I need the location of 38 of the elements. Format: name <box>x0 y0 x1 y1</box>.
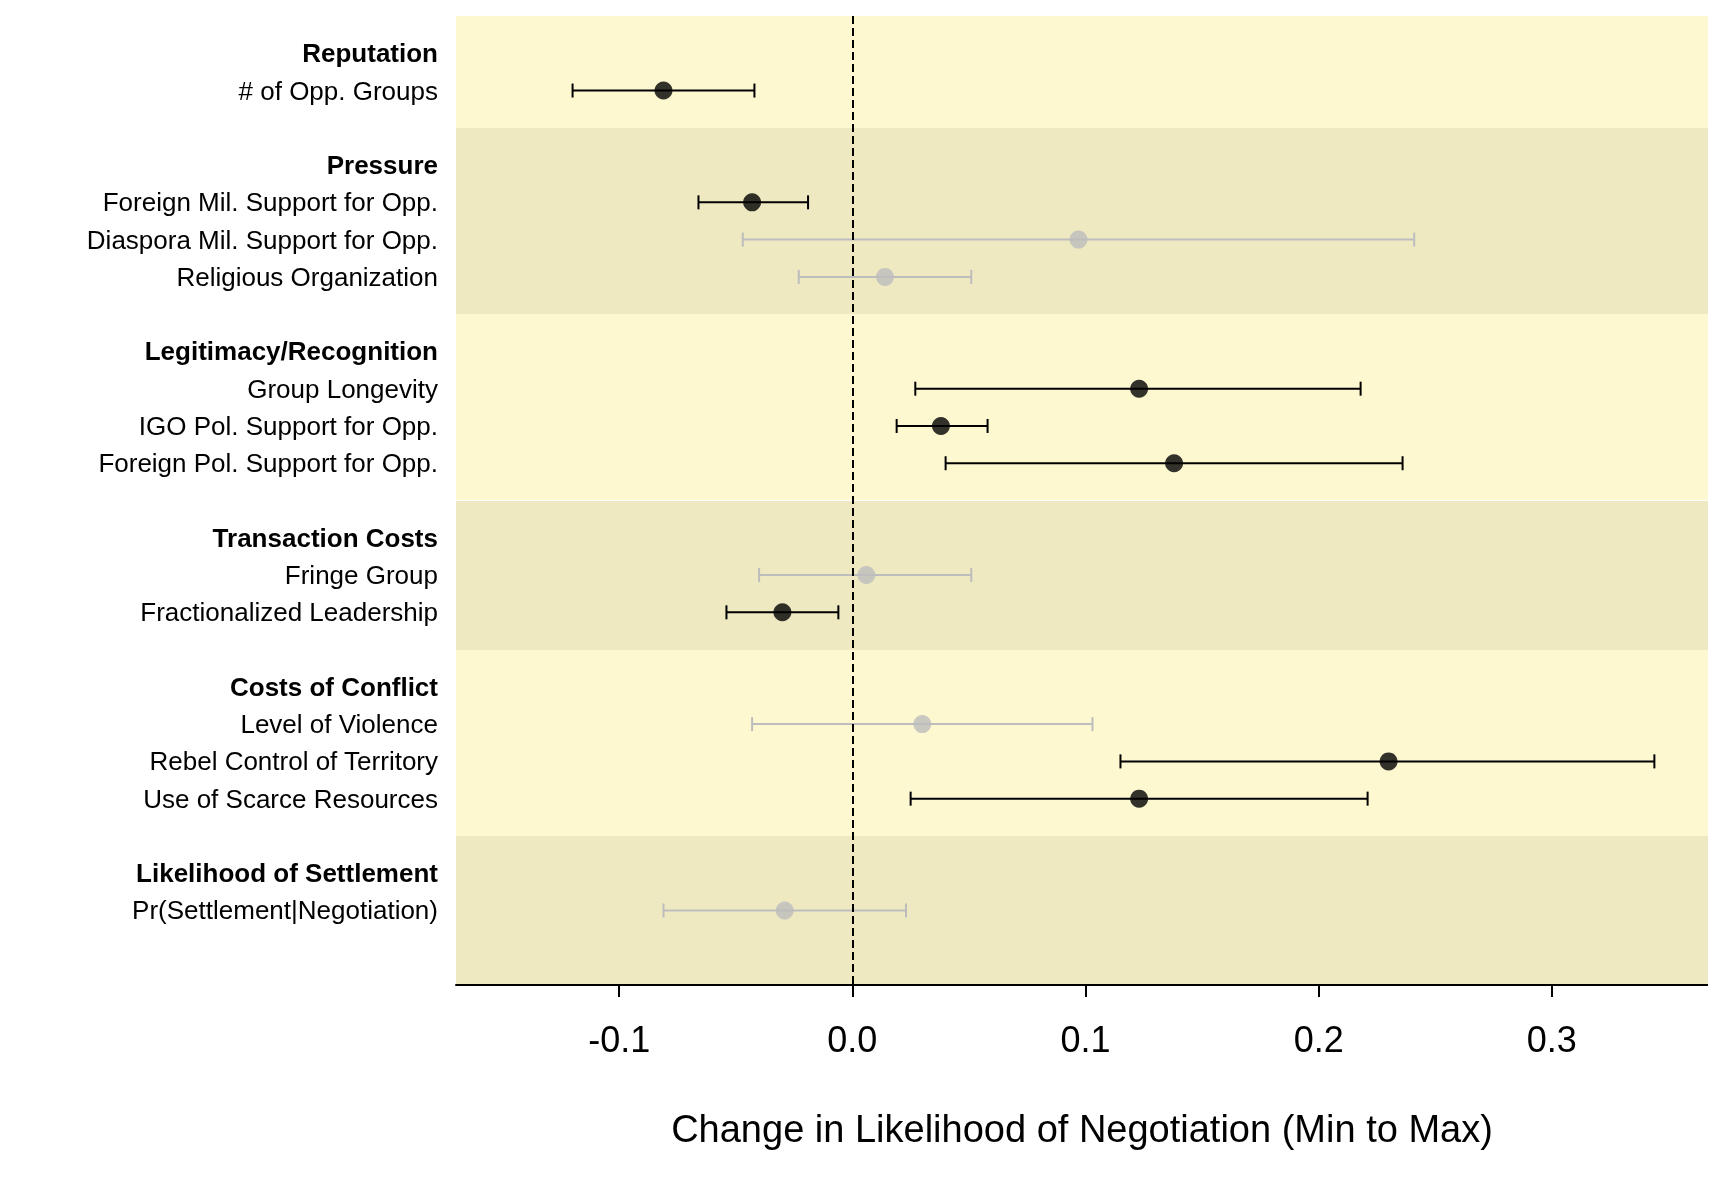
y-tick-label: Group Longevity <box>247 373 438 404</box>
point <box>1379 752 1398 771</box>
x-tick-label: 0.0 <box>827 1018 878 1060</box>
point <box>773 603 792 622</box>
y-tick-label: Costs of Conflict <box>230 671 439 702</box>
y-tick-label: Rebel Control of Territory <box>149 746 438 777</box>
point <box>876 267 894 286</box>
x-tick-label: -0.1 <box>588 1018 651 1060</box>
x-tick-label: 0.2 <box>1293 1018 1344 1060</box>
y-tick-label: Use of Scarce Resources <box>143 783 438 814</box>
point <box>1130 789 1149 808</box>
point <box>913 715 932 734</box>
point <box>1069 230 1088 249</box>
point <box>857 566 876 585</box>
y-tick-label: Fractionalized Leadership <box>140 597 438 628</box>
y-tick-label: Religious Organization <box>176 261 438 292</box>
y-tick-label: Foreign Mil. Support for Opp. <box>102 187 438 218</box>
x-tick-label: 0.3 <box>1526 1018 1577 1060</box>
x-tick-label: 0.1 <box>1060 1018 1111 1060</box>
y-tick-label: Diaspora Mil. Support for Opp. <box>86 224 438 255</box>
point <box>775 901 794 920</box>
y-tick-label: Transaction Costs <box>212 522 438 553</box>
y-tick-label: Foreign Pol. Support for Opp. <box>98 448 438 479</box>
y-tick-label: # of Opp. Groups <box>238 75 438 106</box>
point <box>743 193 762 212</box>
y-tick-label: Reputation <box>302 38 438 69</box>
y-tick-label: Level of Violence <box>240 709 438 740</box>
y-tick-label: Fringe Group <box>284 560 438 591</box>
point <box>1165 454 1184 473</box>
y-tick-label: Pressure <box>326 150 438 181</box>
point <box>654 81 673 100</box>
y-tick-label: IGO Pol. Support for Opp. <box>138 410 438 441</box>
y-tick-label: Likelihood of Settlement <box>136 858 439 889</box>
y-tick-label: Legitimacy/Recognition <box>144 336 438 367</box>
point <box>1130 379 1149 398</box>
y-tick-label: Pr(Settlement|Negotiation) <box>132 895 438 926</box>
point <box>931 416 950 435</box>
x-axis-title: Change in Likelihood of Negotiation (Min to Max) <box>671 1108 1493 1150</box>
